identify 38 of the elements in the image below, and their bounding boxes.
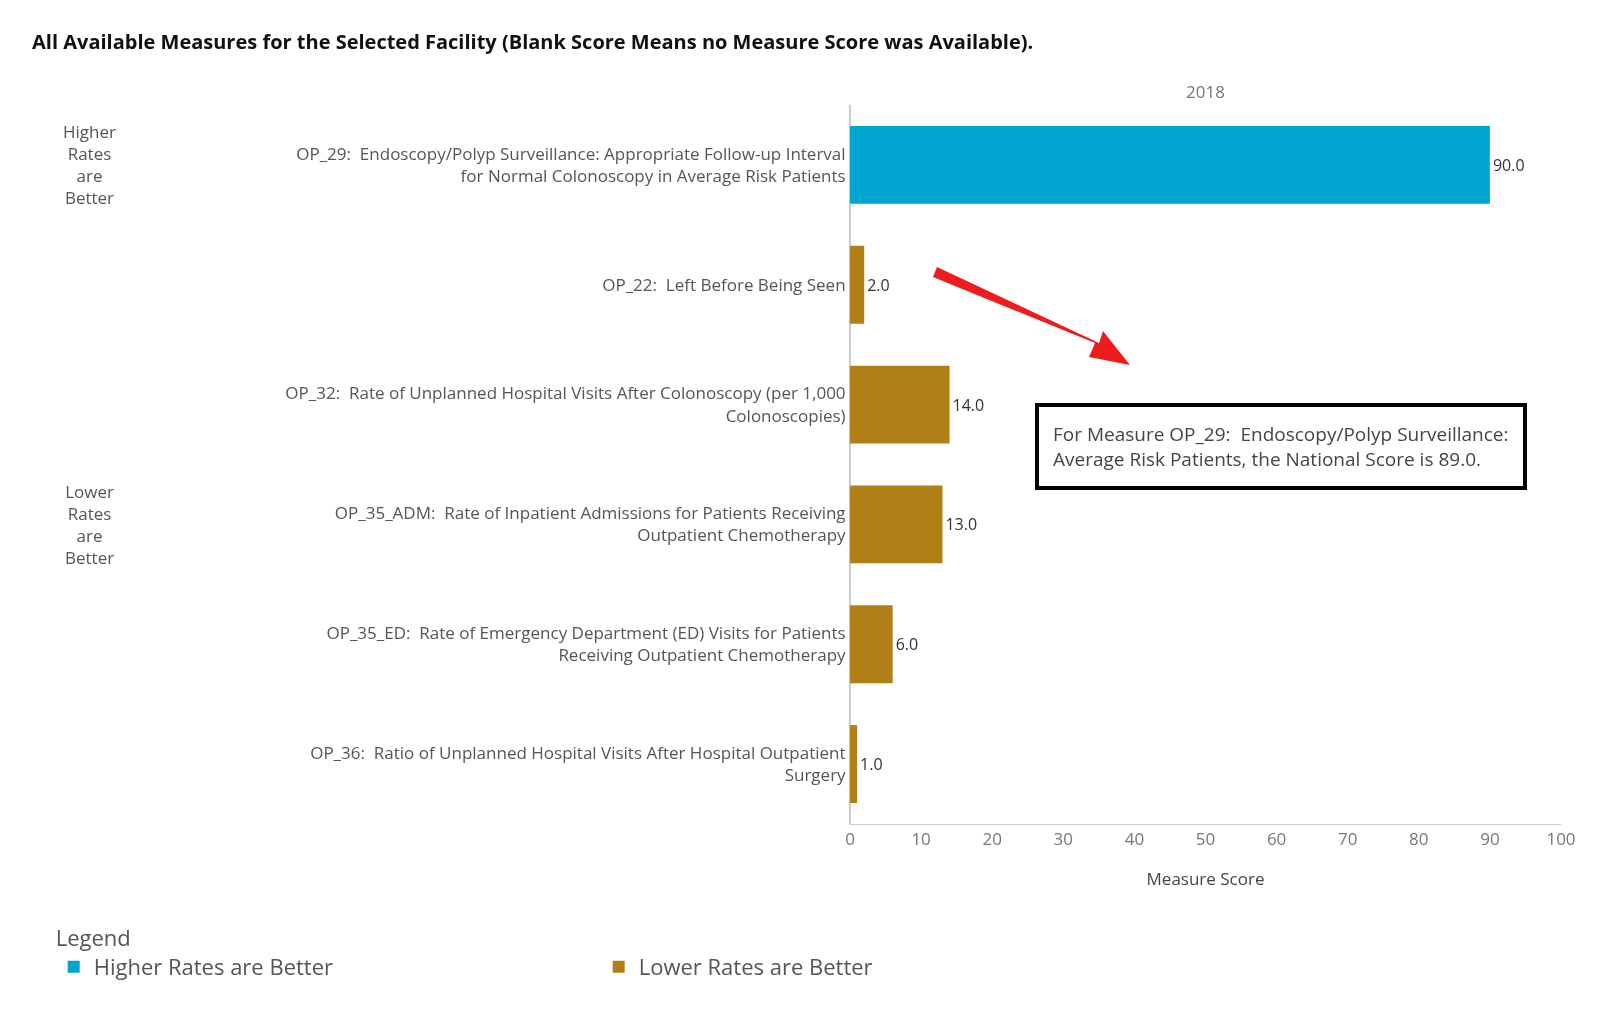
x-tick-label: 100 xyxy=(1546,827,1576,851)
x-tick-label: 80 xyxy=(1409,827,1429,851)
x-tick-label: 20 xyxy=(982,827,1002,851)
y-tick-label: OP_35_ADM: Rate of Inpatient Admissions for Patients Receiving Outpatient Chemotherapy xyxy=(334,501,847,547)
bar xyxy=(850,245,865,324)
data-label: 1.0 xyxy=(860,753,883,776)
y-tick-label: OP_29: Endoscopy/Polyp Surveillance: Appropriate Follow-up Interval for Normal Colonoscopy in Average Risk Patients xyxy=(296,141,846,187)
x-tick-label: 40 xyxy=(1124,827,1145,851)
text: Lower Rates are Better xyxy=(65,480,115,570)
data-label: 90.0 xyxy=(1492,153,1525,176)
text: Higher Rates are Better xyxy=(63,120,116,210)
y-tick-label: OP_35_ED: Rate of Emergency Department (ED) Visits for Patients Receiving Outpatient Chemotherapy xyxy=(326,621,847,667)
text: 2018 xyxy=(1186,80,1225,103)
annotation: For Measure OP_29: Endoscopy/Polyp Surveillance: Average Risk Patients, the National Score is 89.0. xyxy=(1053,421,1509,472)
x-tick-label: 60 xyxy=(1266,827,1287,851)
x-tick-label: 0 xyxy=(845,827,855,851)
y-tick-label: OP_32: Rate of Unplanned Hospital Visits After Colonoscopy (per 1,000 Colonoscopies) xyxy=(285,381,846,427)
x-tick-label: 90 xyxy=(1480,827,1500,851)
legend-title: Legend xyxy=(55,922,131,953)
data-label: 14.0 xyxy=(952,393,985,416)
x-tick-label: 50 xyxy=(1195,827,1216,851)
y-tick-label: OP_36: Ratio of Unplanned Hospital Visits After Hospital Outpatient Surgery xyxy=(310,740,847,787)
bar xyxy=(850,605,893,684)
bar xyxy=(850,725,858,804)
bar xyxy=(850,485,943,564)
bar xyxy=(850,125,1490,204)
y-tick-label: OP_22: Left Before Being Seen xyxy=(602,272,846,296)
x-tick-label: 10 xyxy=(911,827,931,851)
legend-label: Lower Rates are Better xyxy=(638,951,873,982)
data-label: 2.0 xyxy=(867,273,890,296)
text: All Available Measures for the Selected Facility (Blank Score Means no Measure Score was Available). xyxy=(32,28,1034,56)
x-axis-title: Measure Score xyxy=(1146,867,1265,890)
bar xyxy=(850,365,950,444)
x-tick-label: 30 xyxy=(1053,827,1074,851)
data-label: 6.0 xyxy=(895,633,919,656)
x-tick-label: 70 xyxy=(1337,827,1358,851)
data-label: 13.0 xyxy=(945,513,978,536)
legend-label: Higher Rates are Better xyxy=(93,951,334,982)
